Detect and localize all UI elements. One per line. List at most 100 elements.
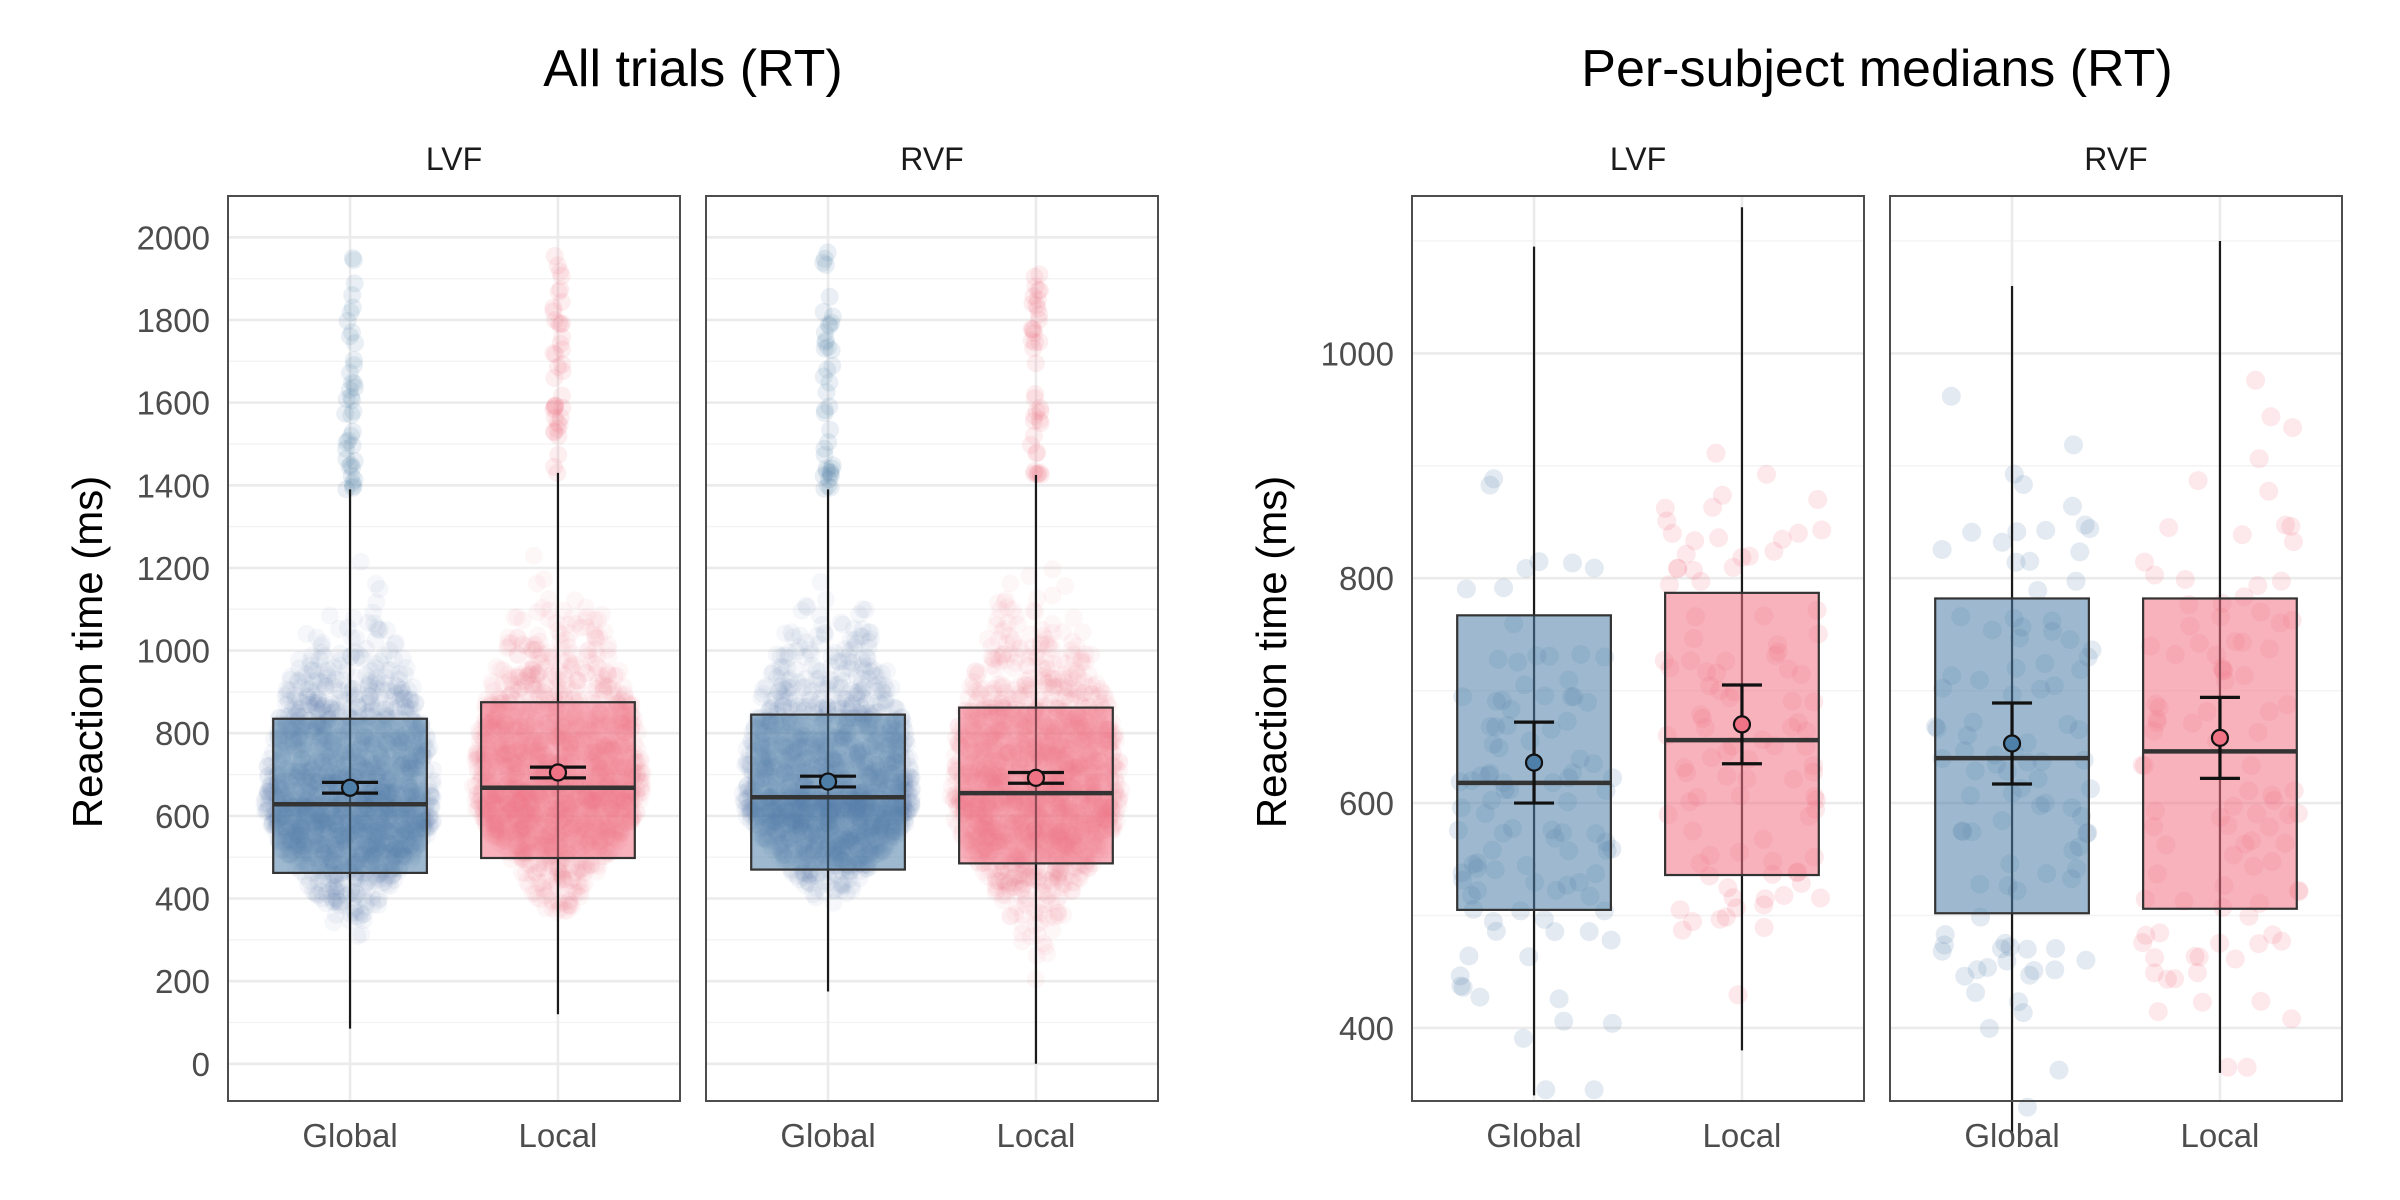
trial-point: [789, 673, 807, 692]
y-axis-label-per-subject: Reaction time (ms): [1248, 476, 1295, 828]
trial-point: [524, 546, 543, 565]
trial-point: [358, 703, 377, 722]
trial-point: [297, 624, 316, 643]
panel-0-0: [227, 195, 681, 1102]
trial-point: [342, 629, 361, 648]
trial-point: [366, 630, 385, 649]
trial-point: [357, 666, 376, 685]
trial-point: [323, 694, 342, 713]
trial-point: [322, 699, 341, 718]
trial-outlier: [552, 293, 571, 312]
x-tick-label-global: Global: [302, 1117, 397, 1154]
trial-point: [367, 593, 386, 612]
trial-point: [306, 884, 325, 903]
trial-point: [392, 680, 411, 699]
trial-point: [338, 618, 357, 637]
trial-point: [318, 665, 336, 684]
trial-point: [331, 895, 350, 914]
trial-point: [356, 874, 375, 893]
trial-point: [367, 679, 386, 698]
trial-point: [351, 552, 370, 571]
trial-point: [303, 660, 322, 679]
trial-point: [423, 775, 442, 794]
trial-point: [1043, 560, 1062, 579]
trial-point: [325, 877, 343, 896]
trial-point: [359, 676, 378, 695]
trial-point: [357, 872, 376, 891]
trial-point: [342, 883, 361, 902]
trial-point: [354, 905, 373, 923]
box-global: [750, 713, 906, 871]
trial-point: [308, 700, 327, 719]
trial-point: [828, 651, 847, 670]
y-tick-label-0-0: 0: [192, 1046, 210, 1083]
trial-point: [306, 696, 325, 715]
trial-point: [535, 570, 553, 589]
trial-point: [324, 673, 343, 692]
trial-point: [384, 650, 403, 669]
trial-point: [390, 664, 409, 683]
facet-label-per-subject-lvf: LVF: [1610, 141, 1666, 177]
chart-title-per-subject: Per-subject medians (RT): [1581, 40, 2172, 98]
trial-point: [288, 671, 307, 690]
trial-point: [396, 665, 415, 684]
trial-point: [348, 926, 367, 945]
trial-point: [369, 675, 388, 694]
trial-point: [385, 701, 404, 719]
trial-point: [816, 625, 835, 644]
trial-point: [365, 871, 384, 890]
trial-point: [315, 647, 334, 666]
trial-outlier: [823, 307, 842, 326]
mean-point-global: [340, 778, 360, 797]
trial-point: [354, 911, 373, 930]
trial-point: [399, 681, 418, 700]
trial-point: [360, 672, 379, 691]
y-tick-label-0-10: 2000: [137, 219, 210, 256]
trial-point: [518, 667, 537, 686]
trial-point: [290, 659, 309, 678]
trial-point: [567, 614, 585, 633]
trial-point: [317, 677, 336, 696]
plot-area: 0200400600800100012001400160018002000Glo…: [137, 195, 2343, 1154]
trial-point: [499, 628, 518, 647]
trial-outlier: [345, 374, 364, 393]
y-tick-label-0-2: 400: [155, 881, 210, 918]
trial-point: [610, 661, 629, 680]
trial-point: [354, 888, 373, 907]
trial-point: [309, 885, 328, 904]
trial-point: [831, 613, 850, 632]
trial-point: [384, 687, 403, 706]
trial-point: [358, 879, 377, 898]
trial-point: [306, 697, 325, 715]
trial-point: [798, 697, 817, 716]
trial-point: [592, 605, 611, 624]
trial-outlier: [553, 362, 572, 381]
trial-point: [567, 671, 586, 690]
trial-point: [277, 680, 296, 699]
trial-point: [375, 674, 394, 693]
trial-outlier: [546, 396, 565, 415]
trial-point: [589, 658, 607, 677]
trial-point: [293, 668, 312, 687]
trial-point: [397, 659, 416, 677]
trial-point: [359, 872, 378, 891]
trial-point: [330, 897, 349, 916]
trial-point: [258, 801, 277, 819]
trial-point: [330, 619, 349, 638]
trial-point: [301, 656, 320, 675]
trial-point: [324, 879, 343, 898]
trial-outlier: [344, 251, 363, 270]
y-tick-label-0-5: 1000: [137, 633, 210, 670]
trial-point: [359, 678, 378, 697]
trial-point: [565, 655, 584, 673]
y-tick-label-0-9: 1800: [137, 302, 210, 339]
trial-point: [256, 796, 275, 815]
trial-point: [357, 639, 376, 658]
trial-point: [526, 884, 545, 903]
trial-outlier: [549, 314, 568, 333]
trial-point: [349, 696, 368, 714]
trial-point: [370, 652, 389, 671]
trial-point: [321, 699, 340, 718]
trial-point: [282, 667, 301, 686]
